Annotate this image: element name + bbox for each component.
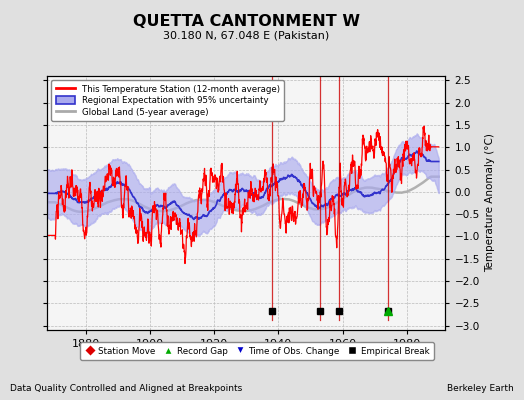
Legend: Station Move, Record Gap, Time of Obs. Change, Empirical Break: Station Move, Record Gap, Time of Obs. C… (80, 342, 434, 360)
Legend: This Temperature Station (12-month average), Regional Expectation with 95% uncer: This Temperature Station (12-month avera… (51, 80, 284, 121)
Y-axis label: Temperature Anomaly (°C): Temperature Anomaly (°C) (485, 134, 495, 272)
Text: 30.180 N, 67.048 E (Pakistan): 30.180 N, 67.048 E (Pakistan) (163, 30, 330, 40)
Text: QUETTA CANTONMENT W: QUETTA CANTONMENT W (133, 14, 360, 29)
Text: Data Quality Controlled and Aligned at Breakpoints: Data Quality Controlled and Aligned at B… (10, 384, 243, 393)
Text: Berkeley Earth: Berkeley Earth (447, 384, 514, 393)
